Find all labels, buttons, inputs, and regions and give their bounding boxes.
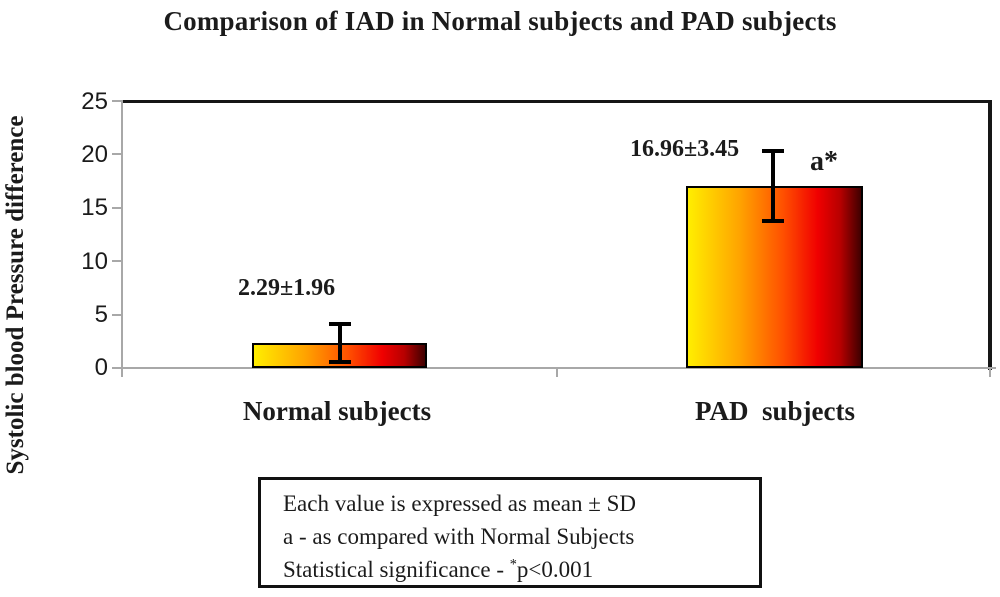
- x-axis-line: [112, 367, 996, 369]
- error-bar-normal-subjects: [329, 322, 351, 365]
- plot-area: [122, 100, 988, 368]
- error-bar-pad-subjects: [762, 149, 784, 224]
- error-bar-cap-bottom: [329, 360, 351, 365]
- footnote-line-3-rest: p<0.001: [516, 557, 594, 582]
- footnote-box: Each value is expressed as mean ± SD a -…: [258, 477, 762, 588]
- x-tick-mark: [989, 369, 991, 377]
- footnote-line-3: Statistical significance - *p<0.001: [283, 553, 751, 586]
- value-label-normal-subjects: 2.29±1.96: [238, 275, 336, 301]
- y-tick-label: 25: [81, 88, 108, 115]
- error-bar-stem: [338, 322, 342, 365]
- error-bar-cap-bottom: [762, 219, 784, 224]
- error-bar-cap-top: [762, 149, 784, 154]
- y-tick-label: 10: [81, 248, 108, 275]
- y-tick-mark: [112, 260, 121, 262]
- y-tick-label: 5: [94, 301, 108, 328]
- error-bar-stem: [771, 149, 775, 224]
- y-tick-mark: [112, 314, 121, 316]
- y-tick-label: 0: [94, 354, 108, 381]
- y-tick-mark: [112, 153, 121, 155]
- value-label-pad-subjects: 16.96±3.45: [630, 136, 740, 162]
- x-category-label-pad-subjects: PAD subjects: [695, 396, 855, 426]
- error-bar-cap-top: [329, 322, 351, 327]
- asterisk-superscript: *: [509, 556, 517, 573]
- x-category-label-normal-subjects: Normal subjects: [242, 396, 432, 426]
- footnote-line-3-prefix: Statistical significance -: [283, 557, 510, 582]
- plot-border-right: [988, 100, 992, 370]
- x-tick-mark: [121, 369, 123, 377]
- footnote-line-1: Each value is expressed as mean ± SD: [283, 491, 637, 516]
- y-tick-mark: [112, 207, 121, 209]
- x-tick-mark: [556, 369, 558, 377]
- y-tick-mark: [112, 367, 121, 369]
- chart-title: Comparison of IAD in Normal subjects and…: [163, 6, 837, 36]
- y-tick-mark: [112, 100, 121, 102]
- significance-annotation: a*: [810, 146, 838, 177]
- y-tick-label: 20: [81, 141, 108, 168]
- y-axis-line: [121, 100, 123, 376]
- footnote-line-2: a - as compared with Normal Subjects: [283, 524, 635, 549]
- y-tick-label: 15: [81, 194, 108, 221]
- y-axis-label: Systolic blood Pressure difference: [2, 115, 29, 475]
- plot-border-top: [122, 100, 992, 103]
